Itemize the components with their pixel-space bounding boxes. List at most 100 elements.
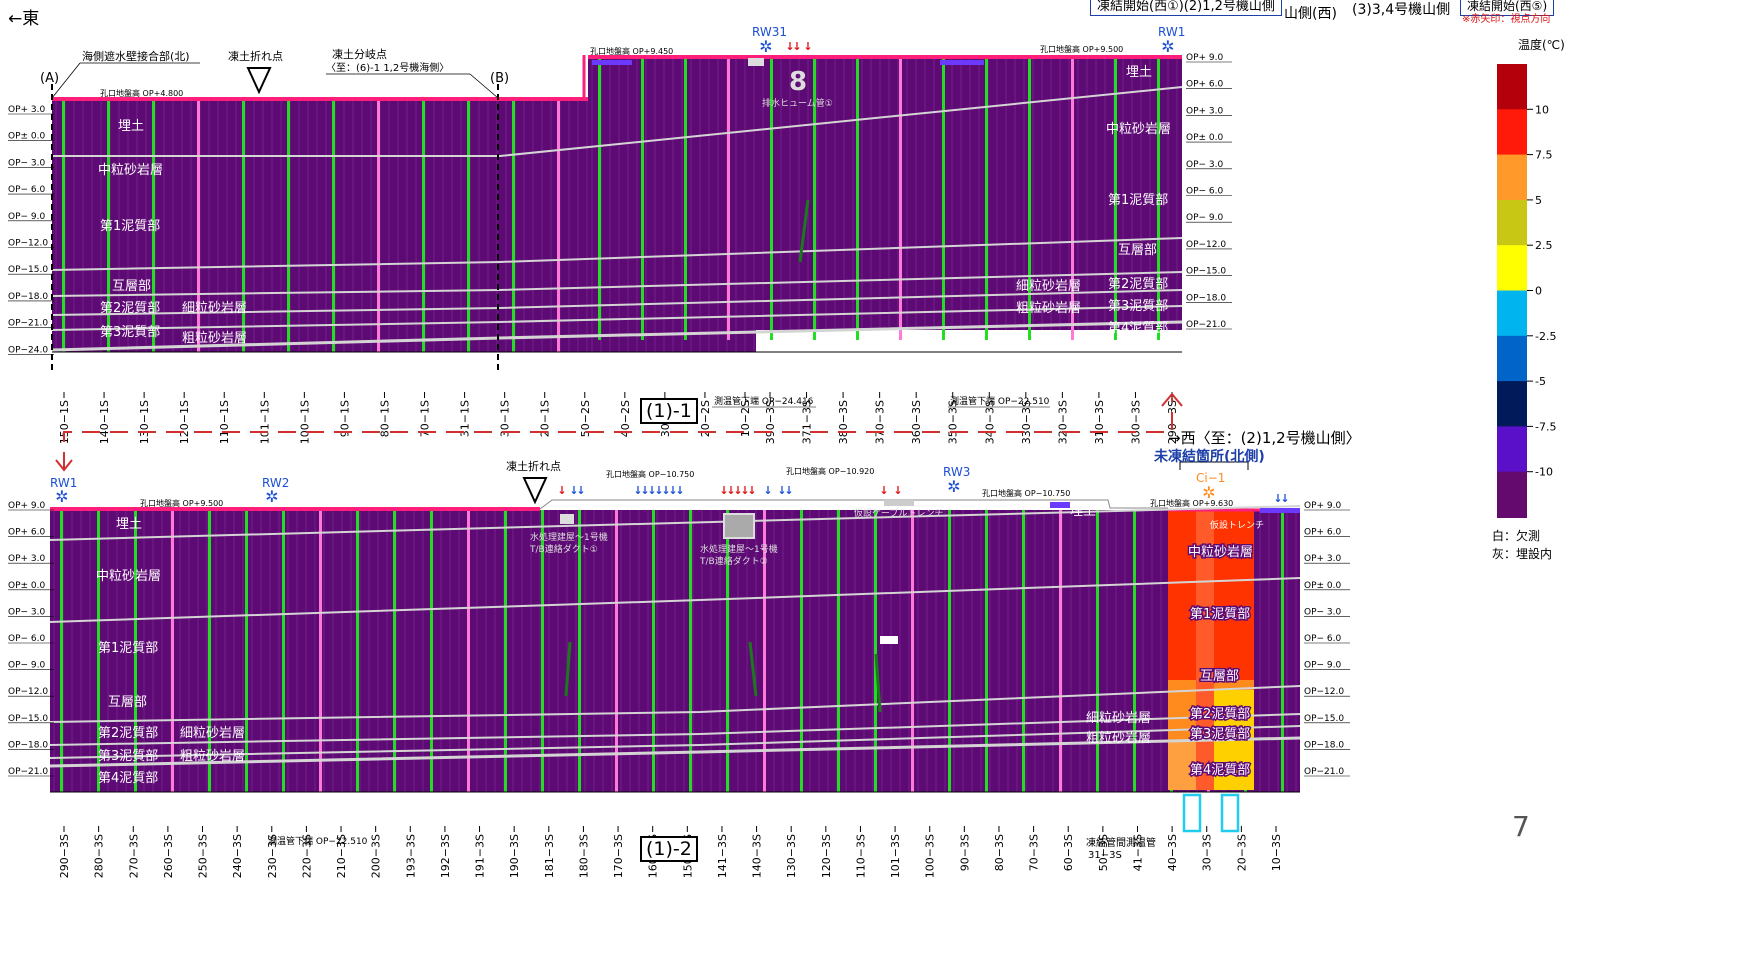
panel1-layer-name: 中粒砂岩層 xyxy=(98,163,163,178)
panel1-layer-name-right: 細粒砂岩層 xyxy=(1016,279,1081,294)
panel2-depth-left-label: OP−21.0 xyxy=(8,767,48,777)
header-yamagawa-label: 山側(西) xyxy=(1284,6,1337,22)
panel1-depth-right-label: OP+ 9.0 xyxy=(1186,53,1224,63)
panel1-tick-label: 120−1S xyxy=(178,400,191,444)
panel2-bar xyxy=(541,510,544,792)
panel1-tick-label: 100−1S xyxy=(298,400,311,444)
panel1-right-bar xyxy=(641,58,644,340)
duct-2-icon xyxy=(723,513,755,539)
panel1-left-bar xyxy=(467,100,470,352)
panel2-tick-label: 181−3S xyxy=(543,834,556,878)
point-a-label: (A) xyxy=(40,71,59,86)
duct-2-label: 水処理建屋～1号機 xyxy=(700,543,778,555)
panel1-bottom-note: 測温管下端 OP−22.510 xyxy=(950,395,1050,407)
legend-tick-label: 5 xyxy=(1535,194,1542,207)
point-b-label: (B) xyxy=(490,71,509,86)
panel2-bar xyxy=(171,510,174,792)
panel1-tick-label: 90−1S xyxy=(338,400,351,437)
panel2-depth-right-label: OP−21.0 xyxy=(1304,767,1344,777)
panel1-tick-label: 330−3S xyxy=(1020,400,1033,444)
panel1-tick-label: 40−2S xyxy=(619,400,632,437)
panel2-bar xyxy=(1133,510,1136,792)
panel1-tick-label: 140−1S xyxy=(98,400,111,444)
connector-arrow-up xyxy=(1161,392,1183,407)
panel2-tick-label: 170−3S xyxy=(612,834,625,878)
panel2-layer-3 xyxy=(49,685,1301,723)
panel2-tick-label: 200−3S xyxy=(370,834,383,878)
panel2-depth-left-label: OP−12.0 xyxy=(8,687,48,697)
cable-trench-icon xyxy=(884,500,914,506)
panel2-layer-name-right: 第2泥質部 xyxy=(1190,707,1250,722)
panel1-tick-label: 30−1S xyxy=(499,400,512,437)
probe-30-3s-highlight xyxy=(1182,793,1202,833)
panel2-bar xyxy=(911,510,914,792)
legend-color-band xyxy=(1497,471,1527,518)
panel2-bar xyxy=(1281,510,1284,792)
panel2-blue-arrow: ↓ xyxy=(633,484,642,497)
panel1-seawall-label: 海側遮水壁接合部(北) xyxy=(82,49,190,63)
panel2-bar xyxy=(208,510,211,792)
panel2-blue-strip xyxy=(1050,502,1070,508)
panel2-blue-arrow: ↓ xyxy=(675,484,684,497)
panel1-depth-right-label: OP−18.0 xyxy=(1186,293,1226,303)
panel1-right-bar xyxy=(985,58,988,340)
panel1-depth-right-label: OP− 3.0 xyxy=(1186,160,1224,170)
panel1-depth-left-label: OP− 6.0 xyxy=(8,185,46,195)
panel2-blue-arrow: ↓ xyxy=(569,484,578,497)
panel1-pipe-box xyxy=(748,58,764,66)
connector-arrow-down xyxy=(55,459,73,472)
panel2-depth-right-label: OP− 6.0 xyxy=(1304,634,1342,644)
panel1-tick-label: 130−1S xyxy=(138,400,151,444)
panel1-left-bar xyxy=(557,100,560,352)
panel1-depth-right-label: OP−21.0 xyxy=(1186,320,1226,330)
panel1-left-bar xyxy=(332,100,335,352)
legend-tick-label: -5 xyxy=(1535,375,1546,388)
panel2-depth-right-label: OP− 9.0 xyxy=(1304,661,1342,671)
panel1-depth-right-label: OP+ 3.0 xyxy=(1186,106,1224,116)
panel2-layer-5 xyxy=(49,725,1301,759)
panel2-tick-label: 30−3S xyxy=(1201,834,1214,871)
panel1-left-bar xyxy=(377,100,380,352)
panel1-right-bar xyxy=(598,58,601,340)
freeze-start-box-west5-text: 凍結開始(西⑤) xyxy=(1467,0,1548,13)
panel1-depth-right-label: OP− 6.0 xyxy=(1186,187,1224,197)
panel2-bar xyxy=(1022,510,1025,792)
page-number: 7 xyxy=(1512,810,1530,843)
panel1-red-arrow: ↓ xyxy=(803,40,812,53)
panel2-bar xyxy=(615,510,618,792)
panel2-tick-label: 210−3S xyxy=(335,834,348,878)
panel2-bar xyxy=(60,510,63,792)
panel1-layer-1 xyxy=(52,86,1183,157)
panel2-bar xyxy=(97,510,100,792)
panel2-bar xyxy=(689,510,692,792)
panel2-tick-label: 50−3S xyxy=(1097,834,1110,871)
panel1-left-bar xyxy=(512,100,515,352)
panel1-layer-6 xyxy=(51,320,1183,352)
panel2-tick-label: 110−3S xyxy=(854,834,867,878)
panel1-bottom-note: 測温管下端 OP−24.416 xyxy=(714,395,814,407)
panel2-layer-name-right: 第1泥質部 xyxy=(1190,607,1250,622)
panel2-rw2-label: RW2 xyxy=(262,476,289,490)
panel2-blue-arrow: ↓ xyxy=(647,484,656,497)
panel2-layer-6 xyxy=(49,736,1301,768)
panel2-depth-right-label: OP+ 9.0 xyxy=(1304,501,1342,511)
east-direction-label: ←東 xyxy=(8,9,40,29)
legend-color-band xyxy=(1497,290,1527,337)
freeze-start-box-west1: 凍結開始(西①)(2)1,2号機山側 xyxy=(1090,0,1282,16)
panel2-bottom-note: 測温管下端 OP−22.510 xyxy=(268,835,368,847)
panel2-tick-label: 90−3S xyxy=(958,834,971,871)
panel1-blue-strip xyxy=(940,60,984,65)
panel1-layer-name-right: 第1泥質部 xyxy=(1108,193,1168,208)
panel2-layer-name: 第2泥質部 xyxy=(98,726,158,741)
legend-tick-label: 0 xyxy=(1535,285,1542,298)
panel1-tick-label: 340−3S xyxy=(983,400,996,444)
panel1-red-arrow: ↓ xyxy=(792,40,801,53)
legend-tick-label: 2.5 xyxy=(1535,239,1553,252)
panel2-depth-right-label: OP−12.0 xyxy=(1304,687,1344,697)
panel1-tick-label: 310−3S xyxy=(1093,400,1106,444)
panel2-depth-left-label: OP− 9.0 xyxy=(8,661,46,671)
panel1-seawall-leader2 xyxy=(51,62,81,99)
panel1-red-arrow: ↓ xyxy=(785,40,794,53)
panel2-depth-left-label: OP− 6.0 xyxy=(8,634,46,644)
panel2-bar xyxy=(319,510,322,792)
